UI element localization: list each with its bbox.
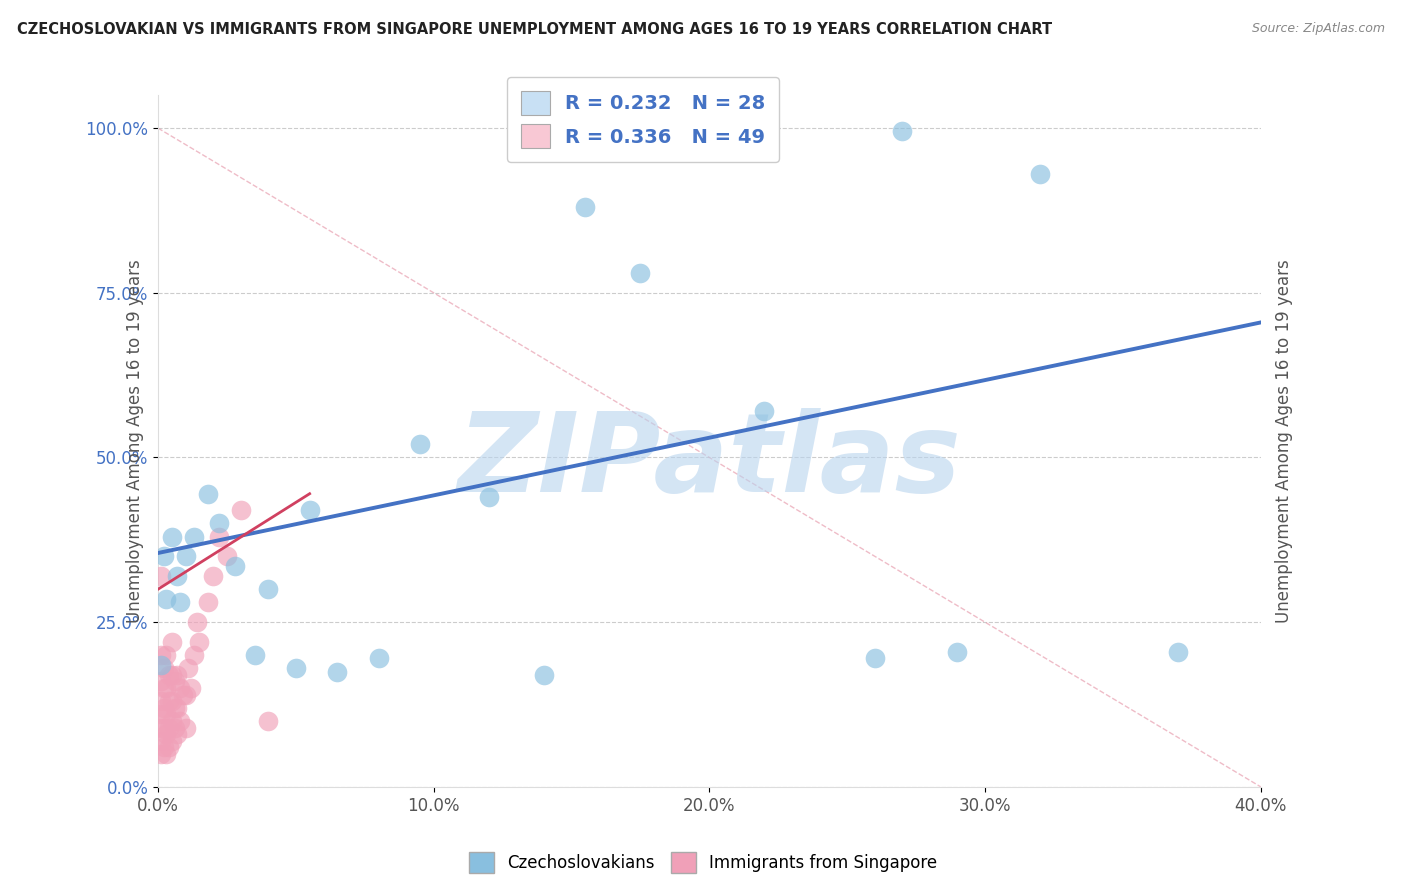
Point: [163, 700, 186, 714]
Point: [160, 635, 183, 649]
Point: [186, 615, 208, 629]
Point: [630, 266, 652, 280]
Point: [298, 503, 321, 517]
Point: [166, 569, 188, 583]
Point: [155, 707, 177, 722]
Legend: Czechoslovakians, Immigrants from Singapore: Czechoslovakians, Immigrants from Singap…: [461, 846, 945, 880]
Point: [1029, 167, 1052, 181]
Point: [863, 651, 886, 665]
Point: [478, 490, 501, 504]
Point: [574, 200, 596, 214]
Point: [152, 661, 174, 675]
Text: ZIPatlas: ZIPatlas: [457, 409, 962, 516]
Point: [149, 733, 172, 747]
Point: [180, 681, 202, 695]
Point: [367, 651, 389, 665]
Point: [188, 635, 211, 649]
Point: [183, 529, 205, 543]
Point: [149, 747, 172, 761]
Point: [197, 595, 219, 609]
Point: [891, 124, 914, 138]
Point: [169, 681, 191, 695]
Point: [155, 681, 177, 695]
Point: [155, 747, 177, 761]
Point: [149, 694, 172, 708]
Point: [160, 668, 183, 682]
Point: [533, 668, 555, 682]
Text: CZECHOSLOVAKIAN VS IMMIGRANTS FROM SINGAPORE UNEMPLOYMENT AMONG AGES 16 TO 19 YE: CZECHOSLOVAKIAN VS IMMIGRANTS FROM SINGA…: [17, 22, 1052, 37]
Point: [160, 733, 183, 747]
Point: [174, 688, 197, 702]
Point: [163, 721, 186, 735]
Point: [155, 592, 177, 607]
Point: [224, 559, 246, 574]
Y-axis label: Unemployment Among Ages 16 to 19 years: Unemployment Among Ages 16 to 19 years: [127, 260, 145, 623]
Point: [149, 648, 172, 662]
Point: [257, 582, 280, 597]
Point: [257, 714, 280, 728]
Point: [174, 549, 197, 564]
Point: [243, 648, 266, 662]
Point: [152, 721, 174, 735]
Point: [177, 661, 200, 675]
Point: [152, 700, 174, 714]
Point: [183, 648, 205, 662]
Point: [754, 404, 776, 418]
Point: [149, 674, 172, 689]
Point: [166, 727, 188, 741]
Point: [157, 668, 180, 682]
Point: [157, 740, 180, 755]
Y-axis label: Unemployment Among Ages 16 to 19 years: Unemployment Among Ages 16 to 19 years: [1275, 260, 1292, 623]
Point: [155, 727, 177, 741]
Point: [409, 437, 432, 451]
Point: [157, 721, 180, 735]
Point: [166, 700, 188, 714]
Point: [152, 740, 174, 755]
Point: [169, 595, 191, 609]
Point: [149, 707, 172, 722]
Point: [149, 657, 172, 672]
Point: [197, 486, 219, 500]
Point: [160, 714, 183, 728]
Point: [215, 549, 238, 564]
Point: [1167, 645, 1189, 659]
Point: [163, 674, 186, 689]
Text: Source: ZipAtlas.com: Source: ZipAtlas.com: [1251, 22, 1385, 36]
Point: [326, 665, 349, 679]
Legend: R = 0.232   N = 28, R = 0.336   N = 49: R = 0.232 N = 28, R = 0.336 N = 49: [508, 78, 779, 161]
Point: [152, 681, 174, 695]
Point: [149, 721, 172, 735]
Point: [155, 648, 177, 662]
Point: [160, 529, 183, 543]
Point: [157, 694, 180, 708]
Point: [166, 668, 188, 682]
Point: [229, 503, 252, 517]
Point: [169, 714, 191, 728]
Point: [152, 549, 174, 564]
Point: [208, 529, 231, 543]
Point: [946, 645, 969, 659]
Point: [208, 516, 231, 531]
Point: [172, 688, 194, 702]
Point: [174, 721, 197, 735]
Point: [284, 661, 307, 675]
Point: [160, 694, 183, 708]
Point: [149, 569, 172, 583]
Point: [202, 569, 225, 583]
